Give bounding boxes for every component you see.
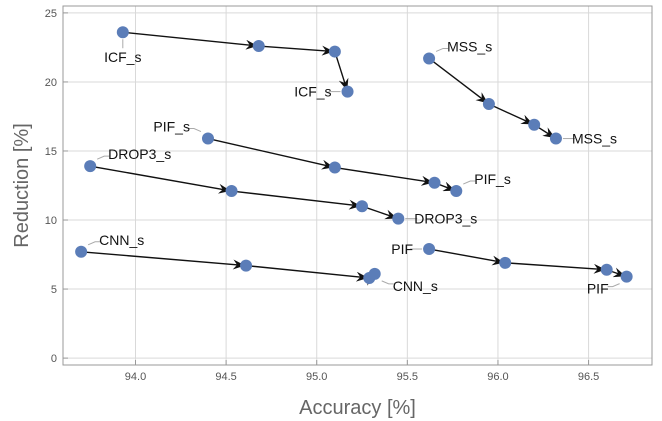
label-leader <box>607 283 620 288</box>
point-label: DROP3_s <box>108 146 171 162</box>
data-point <box>392 212 405 225</box>
trajectory-arrows <box>81 31 626 286</box>
label-leader <box>381 280 394 285</box>
label-leader <box>463 180 476 185</box>
data-point <box>499 256 512 269</box>
data-point <box>240 259 253 272</box>
trajectory-arrow <box>334 166 434 186</box>
label-leader <box>188 128 202 133</box>
x-tick-label: 94.5 <box>215 371 236 383</box>
data-points <box>75 26 633 285</box>
trajectory-arrow <box>245 264 369 282</box>
data-point <box>75 245 88 258</box>
data-point <box>428 176 441 189</box>
point-label: CNN_s <box>99 232 144 248</box>
y-tick-label: 5 <box>51 284 57 296</box>
point-label: ICF_s <box>104 49 141 65</box>
data-point <box>450 185 463 198</box>
point-label: MSS_s <box>572 131 617 147</box>
trajectory-arrow <box>334 51 349 91</box>
trajectory-arrow <box>122 31 258 50</box>
y-tick-label: 15 <box>45 146 57 158</box>
point-label: PIF <box>391 241 413 257</box>
y-tick-label: 20 <box>45 77 57 89</box>
point-label: MSS_s <box>447 38 492 54</box>
y-axis-title: Reduction [%] <box>11 123 33 248</box>
x-tick-label: 94.0 <box>125 371 146 383</box>
data-point <box>620 270 633 283</box>
label-leader <box>96 155 110 160</box>
label-leaders <box>87 39 620 288</box>
trajectory-arrow <box>231 190 362 210</box>
data-point <box>328 45 341 58</box>
y-tick-label: 25 <box>45 8 57 20</box>
trajectory-arrow <box>361 205 398 220</box>
trajectory-arrow <box>428 57 489 104</box>
point-label: ICF_s <box>294 84 331 100</box>
point-label: PIF_s <box>474 171 511 187</box>
data-point <box>549 132 562 145</box>
x-tick-label: 95.0 <box>306 371 327 383</box>
data-point <box>423 243 436 256</box>
trajectory-arrow <box>488 103 534 125</box>
data-point <box>423 52 436 65</box>
point-label: PIF <box>587 281 609 297</box>
point-labels: ICF_s ICF_s MSS_s MSS_s PIF_s PIF_s DROP3_s DRO… <box>99 38 617 296</box>
trajectory-arrow <box>207 137 334 170</box>
grid <box>63 6 652 365</box>
data-point <box>341 85 354 98</box>
trajectory-arrow <box>81 251 246 270</box>
data-point <box>356 200 369 213</box>
data-point <box>225 185 238 198</box>
x-tick-label: 95.5 <box>397 371 418 383</box>
point-label: DROP3_s <box>414 211 477 227</box>
axis-ticks: 94.0 94.5 95.0 95.5 96.0 96.5 0 5 10 15 20 25 <box>45 8 600 383</box>
trajectory-arrow <box>505 262 606 274</box>
point-label: CNN_s <box>393 278 438 294</box>
data-point <box>116 26 129 39</box>
x-tick-label: 96.0 <box>487 371 508 383</box>
x-axis-title: Accuracy [%] <box>299 397 416 419</box>
plot-frame <box>62 5 653 366</box>
data-point <box>368 267 381 280</box>
data-point <box>201 132 214 145</box>
x-tick-label: 96.5 <box>578 371 599 383</box>
trajectory-arrow <box>258 45 334 56</box>
data-point <box>328 161 341 174</box>
trajectory-arrow <box>428 248 505 266</box>
data-point <box>482 98 495 111</box>
trajectory-arrow <box>90 165 231 194</box>
data-point <box>84 160 97 173</box>
y-tick-label: 0 <box>51 353 57 365</box>
point-label: PIF_s <box>153 119 190 135</box>
label-leader <box>435 47 449 52</box>
label-leader <box>87 241 101 246</box>
data-point <box>252 40 265 53</box>
data-point <box>528 118 541 131</box>
data-point <box>600 263 613 276</box>
y-tick-label: 10 <box>45 215 57 227</box>
